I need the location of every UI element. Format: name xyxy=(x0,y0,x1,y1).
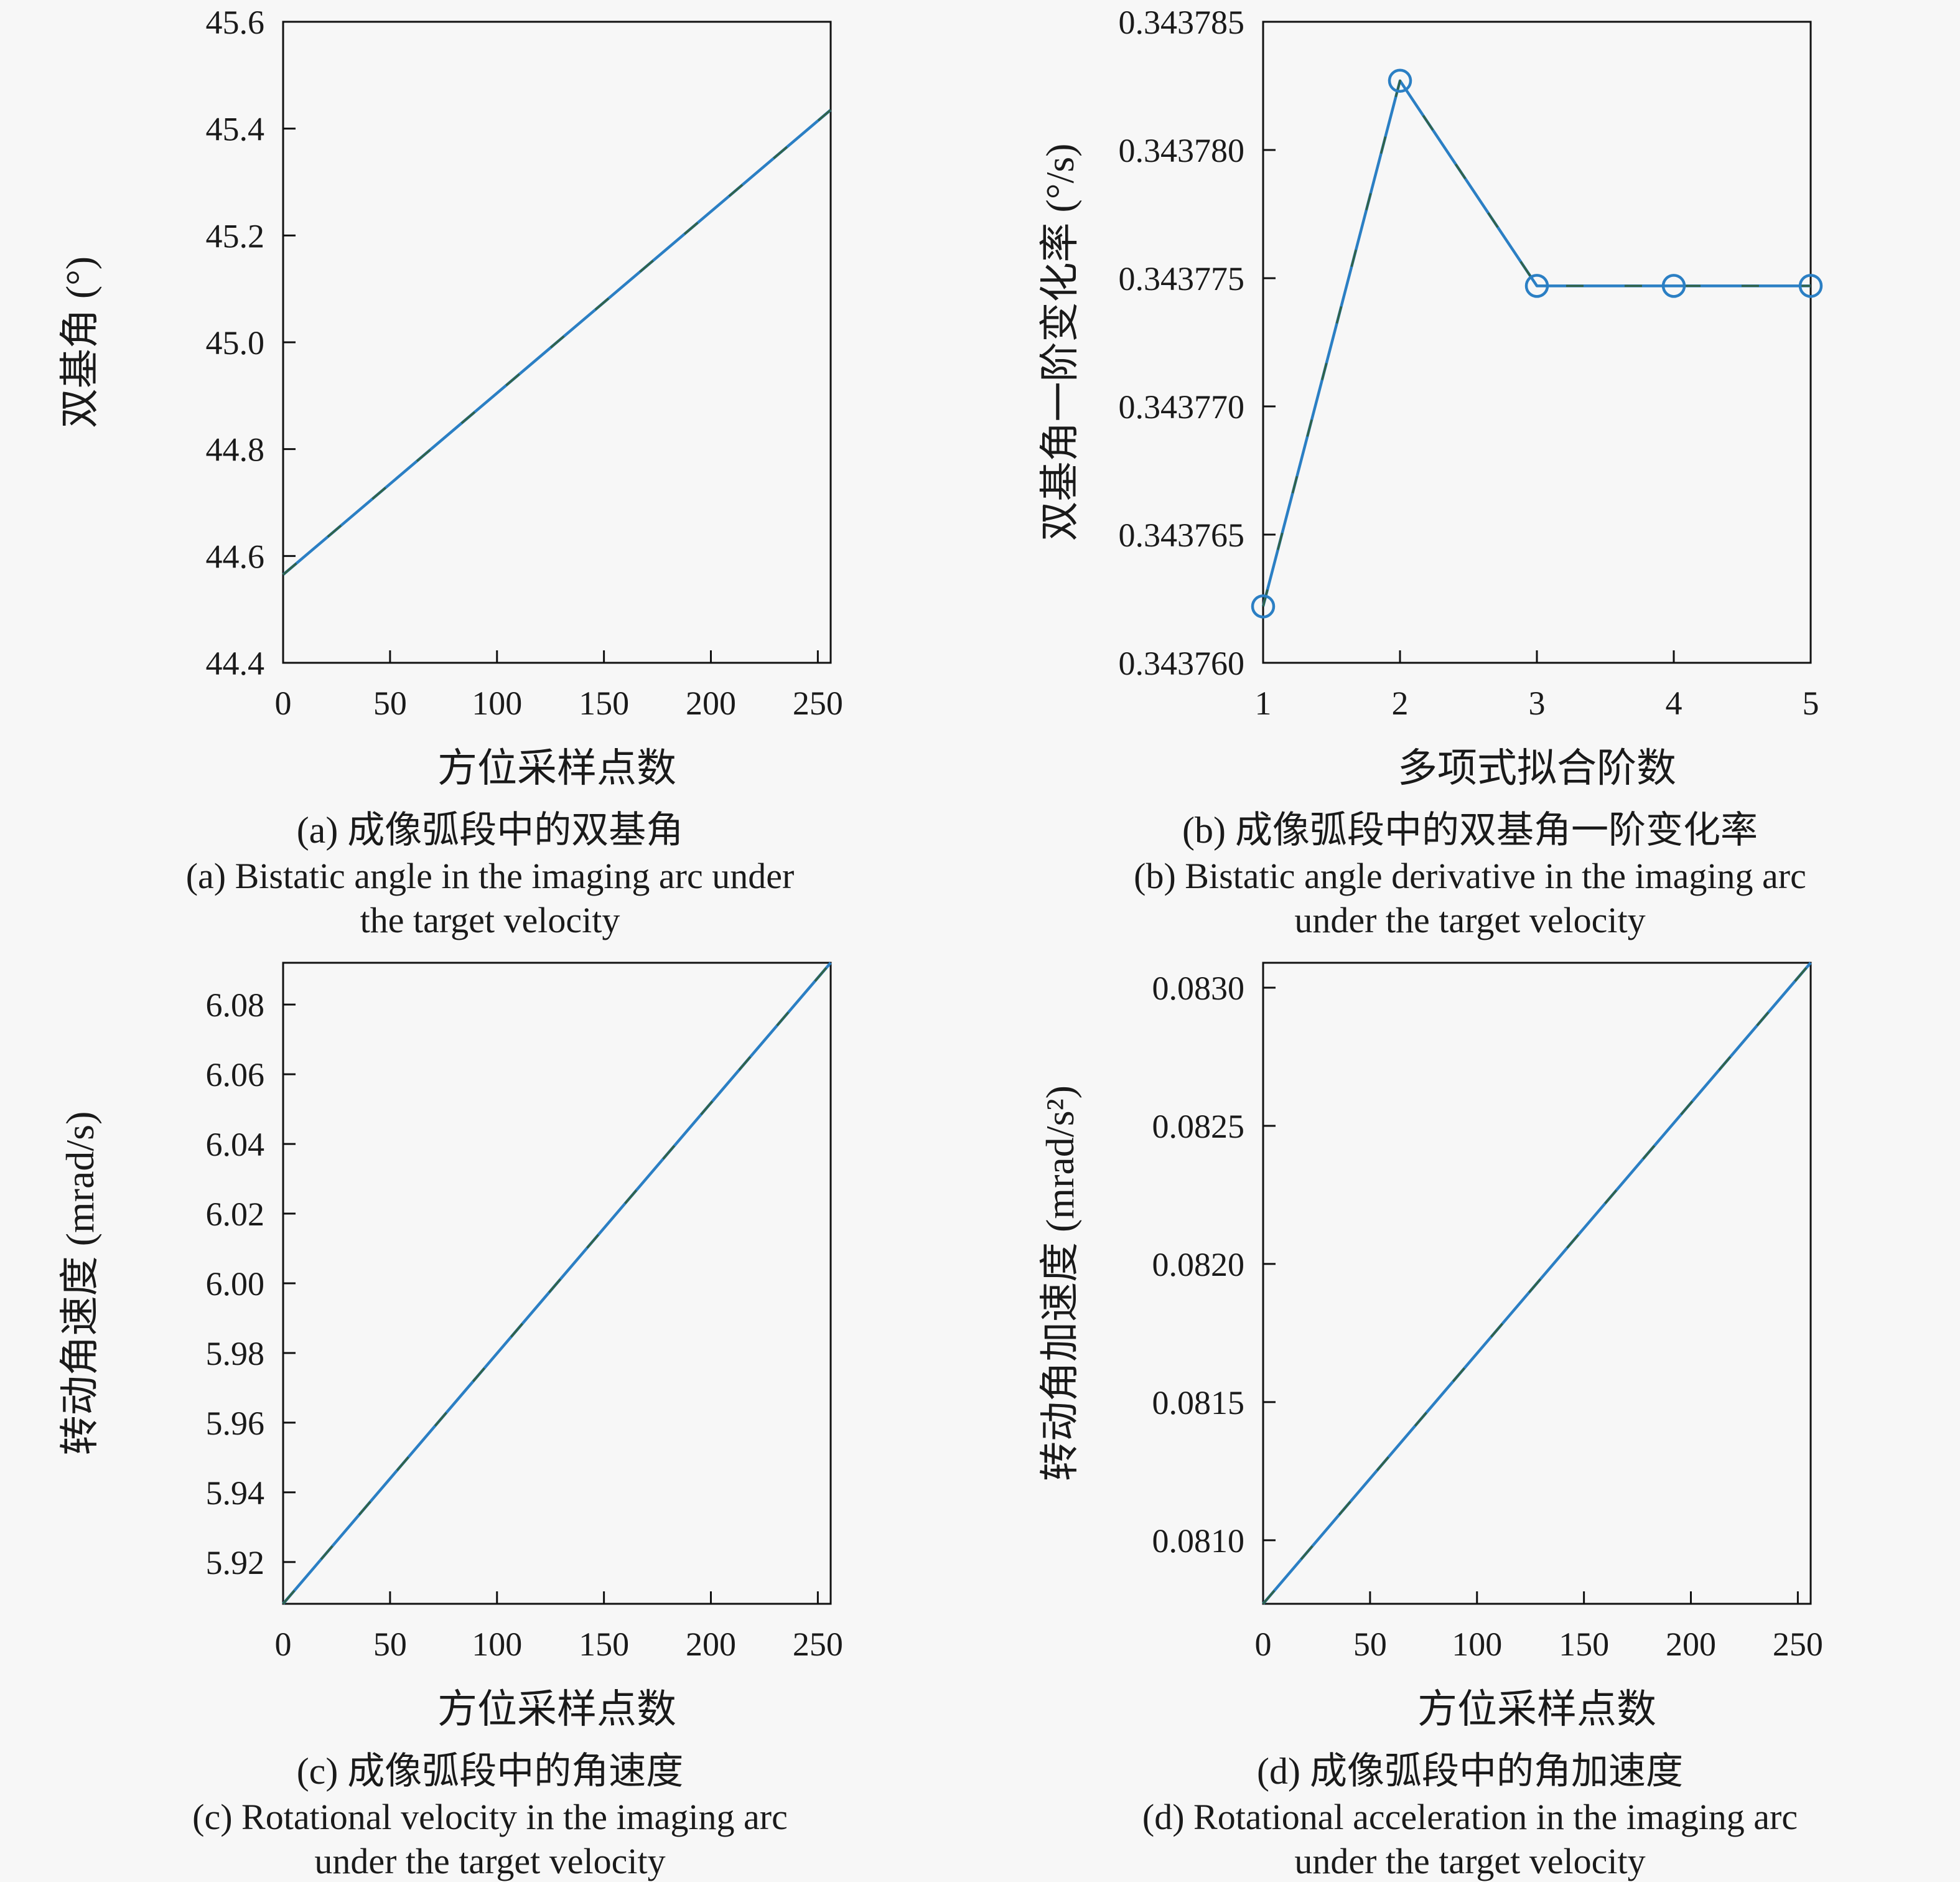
y-tick-label: 0.343785 xyxy=(1119,4,1245,41)
y-tick-label: 5.92 xyxy=(206,1544,265,1581)
y-tick-label: 6.08 xyxy=(206,986,265,1024)
caption-c-en-line2: under the target velocity xyxy=(314,1841,666,1881)
y-tick-label: 0.0815 xyxy=(1152,1384,1245,1421)
series-line xyxy=(1261,79,1811,607)
caption-a-en-line2: the target velocity xyxy=(360,900,620,940)
x-tick-label: 200 xyxy=(1666,1626,1716,1663)
y-tick-label: 0.343760 xyxy=(1119,645,1245,682)
y-tick-label: 44.8 xyxy=(206,431,265,469)
y-tick-label: 0.0825 xyxy=(1152,1108,1245,1145)
x-tick-label: 150 xyxy=(579,1626,629,1663)
y-tick-label: 5.94 xyxy=(206,1474,265,1512)
caption-c-cjk: (c) 成像弧段中的角速度 xyxy=(296,1751,684,1792)
axis-box xyxy=(1262,962,1812,1605)
y-tick-label: 45.0 xyxy=(206,324,265,362)
y-axis-label: 转动角加速度 (mrad/s²) xyxy=(1038,1085,1082,1481)
caption-d-en-line2: under the target velocity xyxy=(1294,1841,1646,1881)
caption-d-cjk: (d) 成像弧段中的角加速度 xyxy=(1257,1751,1683,1792)
x-tick-label: 0 xyxy=(1255,1626,1272,1663)
x-tick-label: 200 xyxy=(686,685,736,722)
caption-b-en-line2: under the target velocity xyxy=(1294,900,1646,940)
y-tick-label: 0.0810 xyxy=(1152,1522,1245,1560)
subplot-d: 0 50 100 150 200 250 0.0810 0.0815 0.0820 0.0825 0… xyxy=(980,941,1960,1882)
data-point-marker xyxy=(1251,594,1276,619)
x-tick-label: 3 xyxy=(1529,685,1546,722)
x-tick-label: 0 xyxy=(275,1626,292,1663)
x-tick-label: 200 xyxy=(686,1626,736,1663)
subplot-a: 0 50 100 150 200 250 44.4 44.6 44.8 45.0 45.2 45.4 4… xyxy=(0,0,980,941)
data-point-marker xyxy=(1798,274,1823,298)
y-tick-label: 44.4 xyxy=(206,645,265,682)
y-axis-label: 双基角一阶变化率 (°/s) xyxy=(1038,144,1082,541)
x-tick-label: 0 xyxy=(275,685,292,722)
x-tick-label: 50 xyxy=(373,685,407,722)
x-tick-label: 150 xyxy=(579,685,629,722)
x-tick-label: 100 xyxy=(1452,1626,1502,1663)
subplot-a-plot: 0 50 100 150 200 250 44.4 44.6 44.8 45.0 45.2 45.4 4… xyxy=(58,4,843,790)
x-axis-label: 方位采样点数 xyxy=(1417,1687,1656,1731)
y-tick-label: 0.0830 xyxy=(1152,970,1245,1007)
caption-c-en-line1: (c) Rotational velocity in the imaging a… xyxy=(192,1797,788,1837)
subplot-c: 0 50 100 150 200 250 5.92 5.94 5.96 5.98 6.00 6.02 6… xyxy=(0,941,980,1882)
caption-c: (c) 成像弧段中的角速度 (c) Rotational velocity in… xyxy=(0,1748,980,1882)
x-tick-label: 250 xyxy=(793,685,843,722)
y-tick-label: 45.6 xyxy=(206,4,265,41)
x-tick-label: 1 xyxy=(1255,685,1272,722)
x-tick-label: 4 xyxy=(1666,685,1682,722)
x-axis-label: 多项式拟合阶数 xyxy=(1398,746,1676,790)
data-point-marker xyxy=(1661,274,1686,298)
x-tick-label: 50 xyxy=(373,1626,407,1663)
y-tick-label: 44.6 xyxy=(206,538,265,575)
data-point-marker xyxy=(1524,274,1549,298)
y-tick-label: 0.343775 xyxy=(1119,260,1245,297)
y-tick-label: 6.06 xyxy=(206,1056,265,1093)
caption-a-en-line1: (a) Bistatic angle in the imaging arc un… xyxy=(185,856,795,896)
y-tick-label: 45.4 xyxy=(206,111,265,148)
caption-a-cjk: (a) 成像弧段中的双基角 xyxy=(296,810,684,851)
y-tick-label: 45.2 xyxy=(206,217,265,255)
x-tick-label: 100 xyxy=(472,1626,522,1663)
y-tick-label: 5.98 xyxy=(206,1335,265,1372)
series-line-dashed-overlay xyxy=(1262,80,1811,607)
axis-box xyxy=(1262,21,1812,664)
y-tick-label: 0.343780 xyxy=(1119,132,1245,169)
x-tick-label: 250 xyxy=(793,1626,843,1663)
caption-b-en-line1: (b) Bistatic angle derivative in the ima… xyxy=(1134,856,1806,896)
x-axis-label: 方位采样点数 xyxy=(437,1687,676,1731)
y-tick-label: 6.00 xyxy=(206,1265,265,1303)
caption-b-cjk: (b) 成像弧段中的双基角一阶变化率 xyxy=(1182,810,1758,851)
subplot-b: 1 2 3 4 5 0.343760 0.343765 0.343770 0.343775 0.3… xyxy=(980,0,1960,941)
y-axis-label: 双基角 (°) xyxy=(58,256,102,428)
caption-d: (d) 成像弧段中的角加速度 (d) Rotational accelerati… xyxy=(980,1748,1960,1882)
y-tick-label: 6.02 xyxy=(206,1196,265,1233)
y-tick-label: 5.96 xyxy=(206,1405,265,1442)
data-point-marker xyxy=(1388,68,1412,93)
x-tick-label: 100 xyxy=(472,685,522,722)
x-tick-label: 150 xyxy=(1559,1626,1609,1663)
caption-b: (b) 成像弧段中的双基角一阶变化率 (b) Bistatic angle de… xyxy=(980,807,1960,942)
series-line-dashed-overlay xyxy=(282,962,832,1605)
y-tick-label: 0.343770 xyxy=(1119,388,1245,426)
y-axis-label: 转动角速度 (mrad/s) xyxy=(58,1112,102,1456)
series-line-dashed-overlay xyxy=(282,109,832,576)
x-tick-label: 5 xyxy=(1803,685,1819,722)
subplot-b-plot: 1 2 3 4 5 0.343760 0.343765 0.343770 0.343775 0.3… xyxy=(1038,4,1823,790)
y-tick-label: 0.0820 xyxy=(1152,1246,1245,1283)
y-tick-label: 6.04 xyxy=(206,1126,265,1163)
y-tick-label: 0.343765 xyxy=(1119,517,1245,554)
subplot-c-plot: 0 50 100 150 200 250 5.92 5.94 5.96 5.98 6.00 6.02 6… xyxy=(58,962,843,1731)
x-tick-label: 2 xyxy=(1392,685,1409,722)
series-line-dashed-overlay xyxy=(1262,962,1812,1605)
subplot-d-plot: 0 50 100 150 200 250 0.0810 0.0815 0.0820 0.0825 0… xyxy=(1038,962,1823,1731)
caption-a: (a) 成像弧段中的双基角 (a) Bistatic angle in the … xyxy=(0,807,980,942)
x-axis-label: 方位采样点数 xyxy=(437,746,676,790)
caption-d-en-line1: (d) Rotational acceleration in the imagi… xyxy=(1142,1797,1798,1837)
x-tick-label: 250 xyxy=(1773,1626,1823,1663)
x-tick-label: 50 xyxy=(1353,1626,1387,1663)
